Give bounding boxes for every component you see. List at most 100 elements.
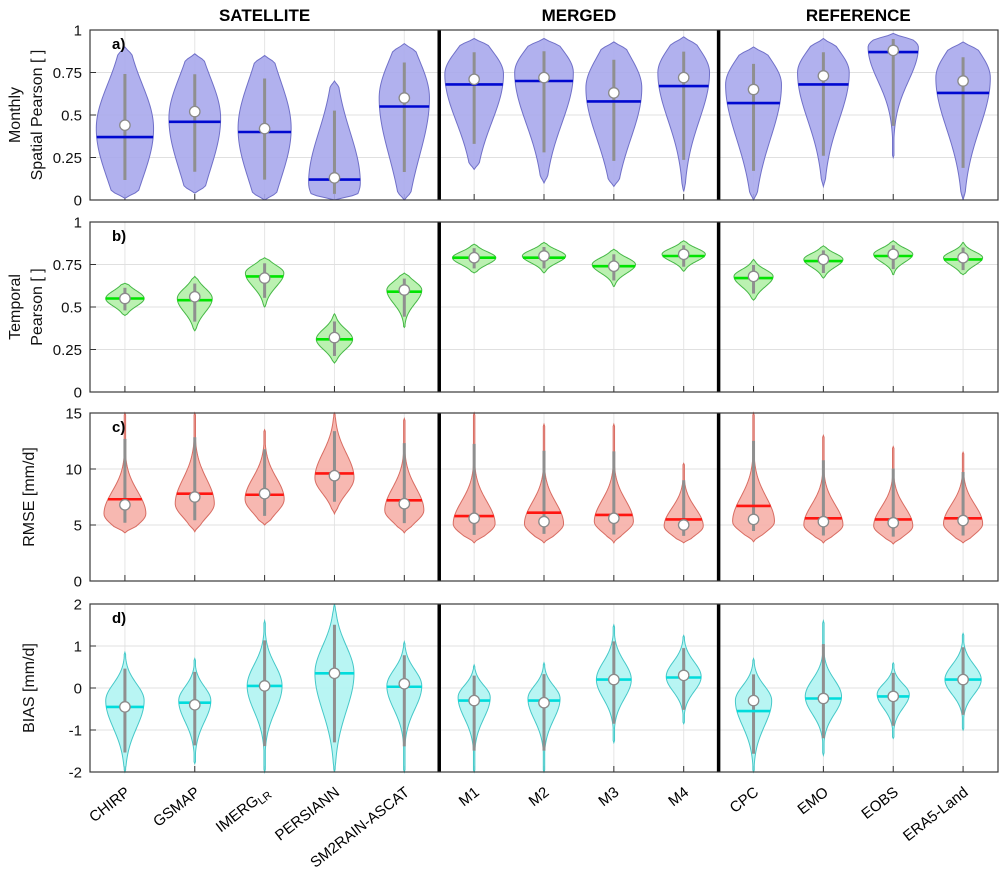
mean-marker-CPC [747, 270, 760, 283]
ylabel-d: BIAS [mm/d] [21, 643, 38, 733]
xtick-label-ERA5-Land: ERA5-Land [900, 784, 972, 845]
mean-marker-CPC [747, 694, 760, 707]
panel-border [89, 221, 999, 393]
mean-marker-M4 [677, 248, 690, 261]
mean-marker-M3 [607, 260, 620, 273]
mean-marker-EOBS [887, 248, 900, 261]
ytick-label: -1 [69, 722, 82, 739]
ytick-label: 1 [74, 214, 82, 231]
xtick-label-M2: M2 [526, 784, 553, 810]
mean-marker-M1 [468, 694, 481, 707]
ylabel-c: RMSE [mm/d] [21, 447, 38, 547]
xtick-label-M1: M1 [456, 784, 483, 810]
mean-marker-M2 [538, 696, 550, 709]
ytick-label: 10 [65, 461, 82, 478]
mean-marker-ERA5-Land [957, 251, 969, 264]
ytick-label: 0.25 [53, 342, 82, 359]
mean-marker-CHIRP [119, 498, 131, 511]
xtick-label-M3: M3 [595, 784, 622, 810]
mean-marker-M4 [677, 519, 690, 531]
ytick-label: 15 [65, 405, 82, 422]
ylabel-b-line1: Temporal [7, 274, 24, 340]
mean-marker-PERSIANN [328, 469, 341, 482]
xtick-label-IMERG_LR: IMERGLR [213, 784, 275, 838]
mean-marker-CPC [747, 83, 760, 96]
mean-marker-EOBS [887, 690, 900, 703]
mean-marker-ERA5-Land [957, 673, 969, 686]
mean-marker-CHIRP [119, 701, 131, 713]
ylabel-b-line2: Pearson [ ] [29, 268, 46, 346]
xtick-label-GSMAP: GSMAP [150, 784, 203, 831]
mean-marker-M2 [538, 250, 550, 262]
mean-marker-PERSIANN [328, 172, 341, 184]
mean-marker-M1 [468, 73, 481, 86]
mean-marker-M1 [468, 512, 481, 525]
ytick-label: 0.5 [61, 299, 82, 316]
mean-marker-GSMAP [188, 105, 201, 118]
panel-a: 0 0.25 0.5 0.75 1 [53, 22, 999, 209]
ytick-label: 0.75 [53, 65, 82, 82]
ytick-label: 0 [74, 384, 82, 401]
mean-marker-SM2RAIN-ASCAT [398, 284, 411, 296]
mean-marker-ERA5-Land [957, 75, 969, 87]
mean-marker-M4 [677, 71, 690, 84]
panel-b: 0 0.25 0.5 0.75 1 [53, 214, 999, 401]
group-header-merged: MERGED [541, 6, 617, 25]
ytick-label: 1 [74, 638, 82, 655]
xtick-label-EOBS: EOBS [858, 784, 901, 823]
ytick-label: 0 [74, 573, 82, 590]
ytick-label: 2 [74, 596, 82, 613]
mean-marker-CHIRP [119, 119, 131, 132]
panel-c: 0 5 10 15 [65, 405, 999, 590]
panel-letter-b: b) [112, 228, 127, 245]
mean-marker-EOBS [887, 44, 900, 57]
mean-marker-M2 [538, 515, 550, 528]
mean-marker-GSMAP [188, 290, 201, 303]
ytick-label: 0 [74, 680, 82, 697]
ytick-label: 0.25 [53, 150, 82, 167]
mean-marker-SM2RAIN-ASCAT [398, 92, 411, 104]
mean-marker-PERSIANN [328, 331, 341, 344]
mean-marker-PERSIANN [328, 667, 341, 680]
mean-marker-CHIRP [119, 292, 131, 305]
mean-marker-EMO [817, 70, 830, 82]
xtick-label-CHIRP: CHIRP [86, 784, 133, 826]
mean-marker-M2 [538, 71, 550, 84]
mean-marker-EOBS [887, 516, 900, 529]
panel-border [89, 603, 999, 773]
ytick-label: -2 [69, 764, 82, 781]
ylabel-a-line1: Monthly [7, 86, 24, 144]
xtick-label-PERSIANN: PERSIANN [272, 784, 343, 845]
mean-marker-M3 [607, 512, 620, 525]
mean-marker-GSMAP [188, 698, 201, 711]
mean-marker-EMO [817, 515, 830, 528]
ylabel-a-line2: Spatial Pearson [ ] [29, 49, 46, 181]
mean-marker-IMERG_LR [258, 122, 271, 135]
panel-border [89, 412, 999, 582]
mean-marker-IMERG_LR [258, 272, 271, 284]
mean-marker-GSMAP [188, 491, 201, 503]
mean-marker-IMERG_LR [258, 680, 271, 692]
group-header-satellite: SATELLITE [218, 6, 311, 25]
mean-marker-EMO [817, 692, 830, 705]
ytick-label: 0.5 [61, 107, 82, 124]
xtick-label-M4: M4 [665, 784, 692, 810]
mean-marker-M3 [607, 673, 620, 686]
mean-marker-M1 [468, 251, 481, 264]
mean-marker-EMO [817, 253, 830, 266]
mean-marker-IMERG_LR [258, 487, 271, 500]
panel-letter-c: c) [112, 419, 126, 436]
mean-marker-M4 [677, 669, 690, 682]
xtick-label-EMO: EMO [794, 784, 831, 818]
mean-marker-CPC [747, 513, 760, 526]
panel-letter-a: a) [112, 36, 126, 53]
xtick-label-CPC: CPC [727, 784, 763, 817]
panel-letter-d: d) [112, 610, 127, 627]
group-header-reference: REFERENCE [805, 6, 911, 25]
mean-marker-SM2RAIN-ASCAT [398, 677, 411, 690]
mean-marker-M3 [607, 87, 620, 99]
panel-border [89, 29, 999, 201]
ytick-label: 0.75 [53, 257, 82, 274]
